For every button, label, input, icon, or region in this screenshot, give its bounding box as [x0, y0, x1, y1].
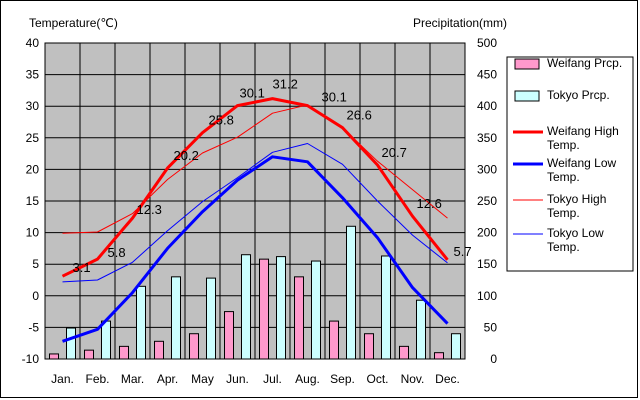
left-tick-label: 40 — [26, 36, 40, 50]
line-tokyo-high-temp — [62, 104, 448, 234]
right-tick-label: 200 — [477, 226, 497, 240]
right-tick-label: 400 — [477, 99, 497, 113]
legend-label-weifang-low-temp: Weifang Low Temp. — [547, 156, 616, 184]
bar-weifang-prcp — [329, 320, 339, 360]
left-tick-label: 30 — [26, 99, 40, 113]
bar-weifang-prcp — [189, 333, 199, 360]
bar-tokyo-prcp — [346, 225, 356, 360]
left-axis-title: Temperature(℃) — [29, 16, 118, 30]
bar-tokyo-prcp — [416, 299, 426, 360]
legend-swatch-tokyo-prcp — [514, 90, 540, 102]
data-label: 5.8 — [108, 245, 126, 260]
bar-weifang-prcp — [49, 353, 59, 360]
left-tick-label: 10 — [26, 226, 40, 240]
bar-weifang-prcp — [294, 276, 304, 360]
right-axis-title: Precipitation(mm) — [413, 16, 507, 30]
bar-weifang-prcp — [259, 258, 269, 360]
bar-tokyo-prcp — [276, 256, 286, 360]
category-label: Jun. — [226, 372, 249, 386]
category-label: Aug. — [295, 372, 320, 386]
left-tick-label: 5 — [32, 257, 39, 271]
left-tick-label: 0 — [32, 289, 39, 303]
right-tick-label: 500 — [477, 36, 497, 50]
bar-weifang-prcp — [224, 311, 234, 360]
bar-tokyo-prcp — [206, 277, 216, 360]
bar-weifang-prcp — [364, 333, 374, 360]
data-label: 5.7 — [454, 244, 472, 259]
right-tick-label: 50 — [484, 320, 498, 334]
right-tick-label: 250 — [477, 194, 497, 208]
data-label: 20.7 — [382, 145, 407, 160]
category-label: Mar. — [121, 372, 144, 386]
bar-tokyo-prcp — [136, 285, 146, 360]
category-label: Jan. — [51, 372, 74, 386]
bar-weifang-prcp — [84, 349, 94, 360]
right-tick-label: 0 — [490, 352, 497, 366]
category-label: Oct. — [366, 372, 388, 386]
bar-tokyo-prcp — [66, 327, 76, 360]
line-weifang-low-temp — [62, 155, 449, 343]
bar-weifang-prcp — [154, 340, 164, 360]
legend-label-tokyo-high-temp: Tokyo High Temp. — [547, 192, 606, 220]
category-label: Nov. — [401, 372, 425, 386]
category-label: Apr. — [157, 372, 178, 386]
line-tokyo-low-temp — [62, 143, 448, 283]
left-tick-label: -10 — [22, 352, 40, 366]
data-label: 3.1 — [73, 260, 91, 275]
right-tick-label: 100 — [477, 289, 497, 303]
data-label: 26.6 — [347, 108, 372, 123]
left-tick-label: 25 — [26, 131, 40, 145]
left-tick-label: -5 — [28, 320, 39, 334]
data-label: 25.8 — [209, 113, 234, 128]
category-label: May — [191, 372, 214, 386]
bar-tokyo-prcp — [171, 276, 181, 360]
left-tick-label: 35 — [26, 68, 40, 82]
line-weifang-high-temp — [61, 97, 449, 278]
data-label: 12.6 — [417, 196, 442, 211]
data-label: 30.1 — [322, 90, 347, 105]
category-label: Sep. — [330, 372, 355, 386]
legend-label-weifang-high-temp: Weifang High Temp. — [547, 124, 619, 152]
category-label: Jul. — [263, 372, 282, 386]
data-label: 31.2 — [273, 77, 298, 92]
legend-swatch-weifang-prcp — [514, 58, 540, 70]
bar-tokyo-prcp — [101, 320, 111, 360]
bar-weifang-prcp — [434, 352, 444, 360]
bar-tokyo-prcp — [381, 255, 391, 360]
data-label: 20.2 — [174, 148, 199, 163]
bar-tokyo-prcp — [311, 260, 321, 360]
right-tick-label: 450 — [477, 68, 497, 82]
bar-weifang-prcp — [399, 345, 409, 360]
bar-weifang-prcp — [119, 345, 129, 360]
bar-tokyo-prcp — [451, 333, 461, 360]
right-tick-label: 300 — [477, 162, 497, 176]
data-label: 12.3 — [137, 202, 162, 217]
category-label: Dec. — [435, 372, 460, 386]
category-label: Feb. — [85, 372, 109, 386]
left-tick-label: 15 — [26, 194, 40, 208]
legend-label-weifang-prcp: Weifang Prcp. — [547, 56, 622, 70]
right-tick-label: 350 — [477, 131, 497, 145]
data-label: 30.1 — [240, 86, 265, 101]
right-tick-label: 150 — [477, 257, 497, 271]
left-tick-label: 20 — [26, 162, 40, 176]
legend-label-tokyo-prcp: Tokyo Prcp. — [547, 88, 610, 102]
bar-tokyo-prcp — [241, 254, 251, 360]
legend-label-tokyo-low-temp: Tokyo Low Temp. — [547, 226, 604, 254]
